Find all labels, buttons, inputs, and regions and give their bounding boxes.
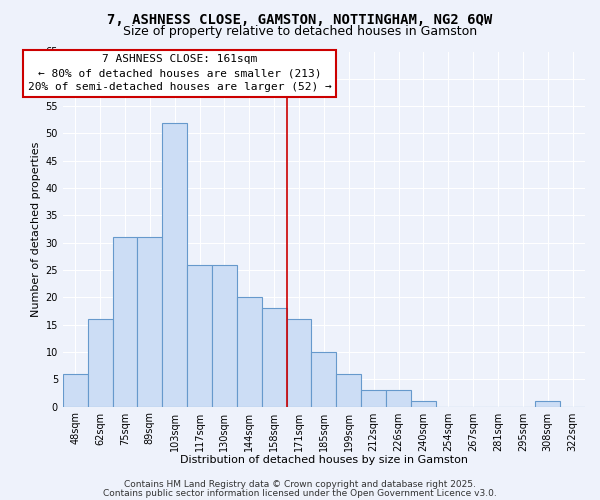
Text: 7 ASHNESS CLOSE: 161sqm
← 80% of detached houses are smaller (213)
20% of semi-d: 7 ASHNESS CLOSE: 161sqm ← 80% of detache… bbox=[28, 54, 332, 92]
Bar bbox=[137, 237, 162, 406]
Bar bbox=[113, 237, 137, 406]
Text: 7, ASHNESS CLOSE, GAMSTON, NOTTINGHAM, NG2 6QW: 7, ASHNESS CLOSE, GAMSTON, NOTTINGHAM, N… bbox=[107, 12, 493, 26]
Y-axis label: Number of detached properties: Number of detached properties bbox=[31, 142, 41, 316]
Bar bbox=[88, 319, 113, 406]
Text: Contains public sector information licensed under the Open Government Licence v3: Contains public sector information licen… bbox=[103, 488, 497, 498]
Bar bbox=[287, 319, 311, 406]
Bar bbox=[411, 401, 436, 406]
Bar bbox=[311, 352, 337, 406]
Bar bbox=[262, 308, 287, 406]
Bar bbox=[187, 264, 212, 406]
Bar bbox=[237, 298, 262, 406]
Text: Contains HM Land Registry data © Crown copyright and database right 2025.: Contains HM Land Registry data © Crown c… bbox=[124, 480, 476, 489]
Bar bbox=[162, 122, 187, 406]
Bar bbox=[361, 390, 386, 406]
Bar bbox=[212, 264, 237, 406]
Bar bbox=[337, 374, 361, 406]
Bar bbox=[386, 390, 411, 406]
Bar bbox=[63, 374, 88, 406]
Text: Size of property relative to detached houses in Gamston: Size of property relative to detached ho… bbox=[123, 25, 477, 38]
X-axis label: Distribution of detached houses by size in Gamston: Distribution of detached houses by size … bbox=[180, 455, 468, 465]
Bar bbox=[535, 401, 560, 406]
